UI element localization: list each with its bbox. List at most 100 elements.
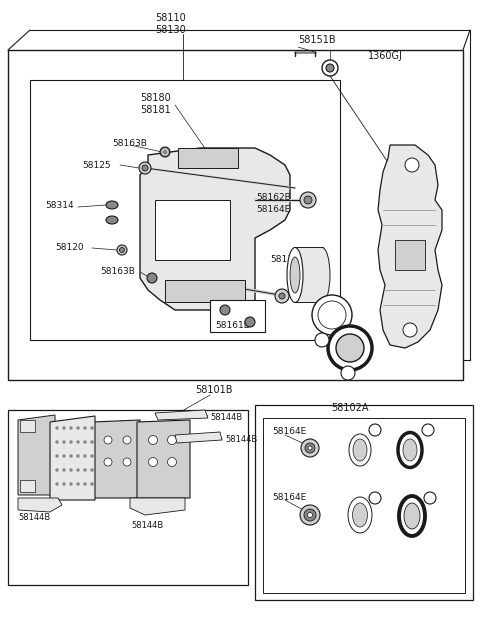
Circle shape [422, 424, 434, 436]
Circle shape [148, 458, 157, 467]
Circle shape [168, 436, 177, 444]
Circle shape [56, 427, 59, 429]
Circle shape [336, 334, 364, 362]
Bar [263, 418, 465, 593]
Circle shape [142, 165, 148, 171]
Ellipse shape [287, 247, 303, 302]
Circle shape [148, 436, 157, 444]
Ellipse shape [399, 496, 425, 536]
Circle shape [120, 247, 124, 252]
Circle shape [56, 455, 59, 458]
Circle shape [84, 469, 86, 472]
Bar [20, 420, 35, 432]
Text: 58144B: 58144B [225, 436, 257, 444]
Text: 1: 1 [320, 335, 324, 344]
Ellipse shape [106, 201, 118, 209]
Text: 1: 1 [373, 427, 377, 433]
Circle shape [318, 301, 346, 329]
Circle shape [104, 436, 112, 444]
Circle shape [76, 482, 80, 486]
Circle shape [304, 196, 312, 204]
Circle shape [308, 446, 312, 450]
Circle shape [341, 366, 355, 380]
Polygon shape [155, 410, 208, 420]
Circle shape [84, 427, 86, 429]
Polygon shape [140, 148, 290, 310]
Ellipse shape [352, 503, 368, 527]
Circle shape [147, 273, 157, 283]
Circle shape [220, 305, 230, 315]
Ellipse shape [353, 439, 367, 461]
Circle shape [56, 482, 59, 486]
Text: 58164E: 58164E [272, 427, 306, 436]
Circle shape [168, 458, 177, 467]
Bar [255, 405, 473, 600]
Circle shape [275, 289, 289, 303]
Ellipse shape [290, 257, 300, 293]
Bar [20, 480, 35, 492]
Circle shape [300, 192, 316, 208]
Text: 58144B: 58144B [210, 413, 242, 422]
Text: 58161B: 58161B [215, 321, 250, 330]
Ellipse shape [106, 216, 118, 224]
Polygon shape [50, 416, 95, 500]
Circle shape [123, 458, 131, 466]
Circle shape [62, 441, 65, 444]
Text: 58110: 58110 [155, 13, 186, 23]
Text: 58130: 58130 [155, 25, 186, 35]
Text: 58112: 58112 [270, 256, 299, 264]
Text: 58144B: 58144B [18, 514, 50, 522]
Text: 2: 2 [428, 495, 432, 501]
Bar [8, 410, 248, 585]
Circle shape [91, 441, 94, 444]
Circle shape [56, 441, 59, 444]
Circle shape [322, 60, 338, 76]
Bar [210, 300, 265, 332]
Circle shape [315, 333, 329, 347]
Circle shape [403, 323, 417, 337]
Text: 58144B: 58144B [132, 521, 164, 529]
Ellipse shape [403, 439, 417, 461]
Bar [165, 280, 245, 302]
Bar [178, 148, 238, 168]
Circle shape [305, 443, 315, 453]
Ellipse shape [404, 503, 420, 529]
Circle shape [123, 436, 131, 444]
Text: 58101B: 58101B [195, 385, 232, 395]
Circle shape [62, 427, 65, 429]
Text: 58163B: 58163B [112, 138, 147, 148]
Text: 58125: 58125 [82, 160, 110, 169]
Circle shape [104, 458, 112, 466]
Bar [295, 247, 323, 302]
Circle shape [62, 482, 65, 486]
Circle shape [326, 64, 334, 72]
Text: 58314: 58314 [45, 200, 73, 209]
Bar [30, 80, 340, 340]
Circle shape [369, 492, 381, 504]
Bar [8, 50, 463, 380]
Circle shape [279, 293, 285, 299]
Circle shape [405, 158, 419, 172]
Text: 58164E: 58164E [256, 205, 290, 214]
Circle shape [84, 455, 86, 458]
Circle shape [76, 469, 80, 472]
Text: 58164E: 58164E [272, 493, 306, 503]
Text: 58151B: 58151B [298, 35, 336, 45]
Circle shape [304, 509, 316, 521]
Text: 58102A: 58102A [331, 403, 369, 413]
Polygon shape [18, 415, 55, 495]
Circle shape [76, 455, 80, 458]
Circle shape [70, 441, 72, 444]
Circle shape [91, 469, 94, 472]
Circle shape [91, 482, 94, 486]
Circle shape [312, 295, 352, 335]
Ellipse shape [348, 497, 372, 533]
Polygon shape [378, 145, 442, 348]
Text: 58163B: 58163B [100, 268, 135, 276]
Ellipse shape [314, 247, 330, 302]
Text: 1360GJ: 1360GJ [368, 51, 403, 61]
Polygon shape [92, 420, 140, 498]
Circle shape [117, 245, 127, 255]
Text: 2: 2 [426, 427, 430, 433]
Circle shape [424, 492, 436, 504]
